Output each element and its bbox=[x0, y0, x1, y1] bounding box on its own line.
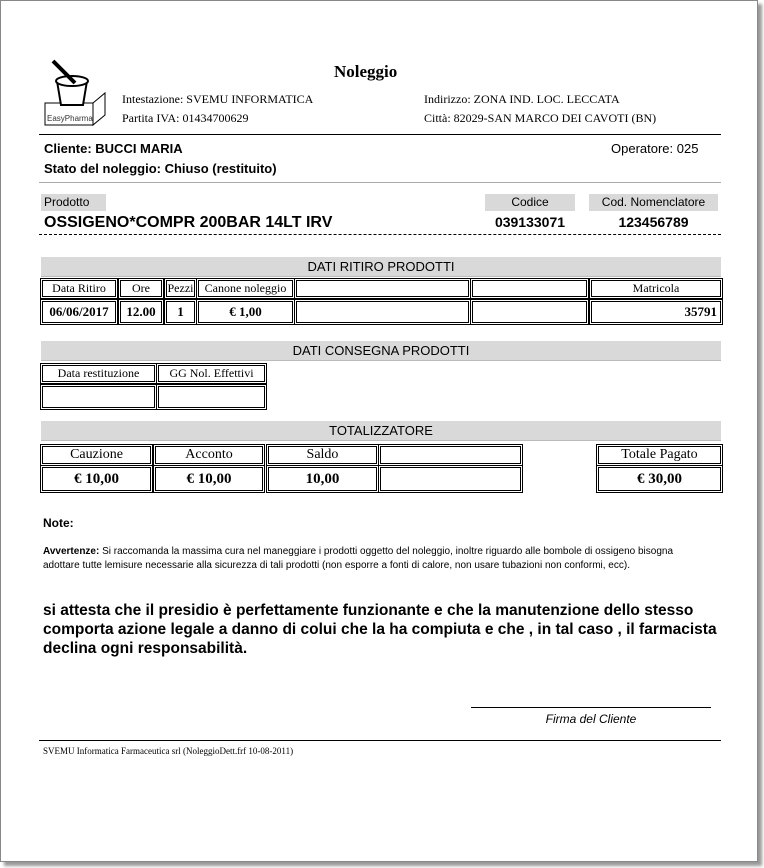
avvertenze-text: Si raccomanda la massima cura nel manegg… bbox=[43, 546, 674, 571]
indirizzo: Indirizzo: ZONA IND. LOC. LECCATA bbox=[424, 92, 620, 106]
divider bbox=[39, 134, 721, 135]
attestazione: si attesta che il presidio è perfettamen… bbox=[43, 602, 717, 657]
saldo-value: 10,00 bbox=[266, 465, 379, 493]
product-name: OSSIGENO*COMPR 200BAR 14LT IRV bbox=[44, 214, 333, 231]
consegna-title: DATI CONSEGNA PRODOTTI bbox=[41, 341, 721, 361]
tot-empty-value bbox=[378, 465, 523, 493]
stato-noleggio: Stato del noleggio: Chiuso (restituito) bbox=[44, 161, 277, 176]
product-codice: 039133071 bbox=[494, 214, 566, 230]
ritiro-value: 1 bbox=[164, 299, 197, 325]
codice-label: Codice bbox=[485, 194, 575, 211]
tot-header: Totale Pagato bbox=[596, 444, 723, 466]
avvertenze: Avvertenze: Si raccomanda la massima cur… bbox=[43, 545, 711, 573]
svg-text:EasyPharma: EasyPharma bbox=[47, 114, 93, 123]
divider bbox=[39, 182, 721, 183]
totalizzatore-title: TOTALIZZATORE bbox=[41, 421, 721, 441]
consegna-value bbox=[156, 384, 267, 410]
firma-label: Firma del Cliente bbox=[545, 712, 637, 726]
consegna-header: GG Nol. Effettivi bbox=[156, 363, 267, 384]
ritiro-value bbox=[294, 299, 471, 325]
tot-header bbox=[378, 444, 523, 466]
ritiro-value: € 1,00 bbox=[196, 299, 295, 325]
ritiro-value bbox=[470, 299, 589, 325]
ritiro-title: DATI RITIRO PRODOTTI bbox=[41, 257, 721, 277]
page-title: Noleggio bbox=[334, 62, 398, 81]
operatore: Operatore: 025 bbox=[611, 141, 699, 156]
cliente: Cliente: BUCCI MARIA bbox=[44, 141, 183, 156]
note-label: Note: bbox=[43, 516, 74, 530]
tot-header: Acconto bbox=[153, 444, 265, 466]
ritiro-header: Ore bbox=[118, 278, 164, 299]
ritiro-header: Pezzi bbox=[164, 278, 197, 299]
totale-pagato-value: € 30,00 bbox=[596, 465, 723, 493]
cauzione-value: € 10,00 bbox=[40, 465, 153, 493]
avvertenze-label: Avvertenze: bbox=[43, 546, 100, 557]
prodotto-label: Prodotto bbox=[41, 194, 106, 211]
ritiro-value: 35791 bbox=[589, 299, 723, 325]
divider bbox=[39, 234, 721, 235]
ritiro-header: Canone noleggio bbox=[196, 278, 295, 299]
ritiro-header: Data Ritiro bbox=[40, 278, 118, 299]
tot-header: Saldo bbox=[266, 444, 379, 466]
ritiro-value: 12.00 bbox=[118, 299, 164, 325]
nomenclatore-label: Cod. Nomenclatore bbox=[589, 194, 718, 211]
acconto-value: € 10,00 bbox=[153, 465, 265, 493]
ritiro-header: Matricola bbox=[589, 278, 723, 299]
ritiro-value: 06/06/2017 bbox=[40, 299, 118, 325]
pharmacy-logo: EasyPharma bbox=[44, 59, 106, 127]
consegna-header: Data restituzione bbox=[40, 363, 157, 384]
footer: SVEMU Informatica Farmaceutica srl (Nole… bbox=[43, 746, 294, 756]
tot-header: Cauzione bbox=[40, 444, 153, 466]
citta: Città: 82029-SAN MARCO DEI CAVOTI (BN) bbox=[424, 111, 657, 125]
partita-iva: Partita IVA: 01434700629 bbox=[122, 111, 249, 125]
divider bbox=[39, 740, 721, 741]
intestazione: Intestazione: SVEMU INFORMATICA bbox=[122, 92, 314, 106]
signature-line bbox=[471, 707, 711, 708]
ritiro-header bbox=[470, 278, 589, 299]
product-nomenclatore: 123456789 bbox=[618, 214, 689, 230]
consegna-value bbox=[40, 384, 157, 410]
ritiro-header bbox=[294, 278, 471, 299]
